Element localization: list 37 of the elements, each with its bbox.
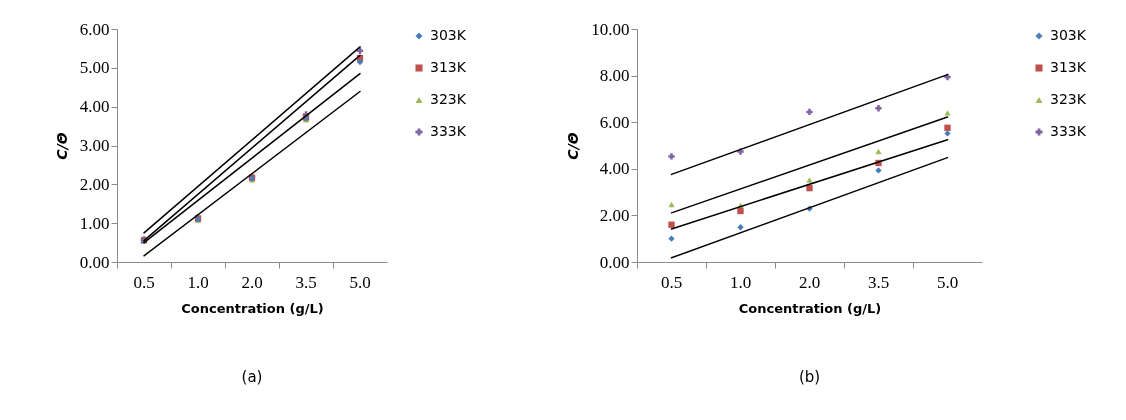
x-tick-label: 1.0 bbox=[729, 272, 752, 292]
y-tick-label: 5.00 bbox=[79, 58, 110, 78]
x-axis-title: Concentration (g/L) bbox=[738, 300, 882, 316]
y-tick-label: 4.00 bbox=[599, 159, 630, 179]
y-tick-label: 3.00 bbox=[79, 136, 110, 155]
y-tick-label: 4.00 bbox=[79, 97, 110, 117]
legend-label: 303K bbox=[430, 27, 467, 43]
x-tick-label: 1.0 bbox=[187, 272, 209, 292]
y-tick-label: 6.00 bbox=[79, 19, 110, 39]
y-tick-label: 2.00 bbox=[599, 205, 630, 225]
y-tick-label: 6.00 bbox=[599, 112, 630, 132]
y-tick-label: 0.00 bbox=[599, 252, 630, 272]
legend-label: 303K bbox=[1050, 27, 1087, 43]
text: (b) bbox=[798, 368, 821, 386]
x-tick-label: 0.5 bbox=[133, 272, 155, 292]
x-tick-label: 3.5 bbox=[295, 272, 317, 292]
y-axis-title: C/Θ bbox=[565, 132, 582, 160]
legend-label: 323K bbox=[430, 91, 467, 107]
legend-label: 333K bbox=[1050, 123, 1087, 139]
x-axis-title: Concentration (g/L) bbox=[181, 300, 324, 316]
legend-label: 323K bbox=[1050, 91, 1087, 107]
text: (a) bbox=[241, 368, 263, 386]
x-tick-label: 2.0 bbox=[241, 272, 263, 292]
legend-label: 313K bbox=[430, 59, 467, 75]
legend-label: 333K bbox=[430, 123, 467, 139]
y-axis-title: C/Θ bbox=[53, 132, 70, 160]
x-tick-label: 0.5 bbox=[660, 272, 683, 292]
x-tick-label: 3.5 bbox=[867, 272, 890, 292]
y-tick-label: 2.00 bbox=[79, 174, 110, 194]
x-tick-label: 2.0 bbox=[798, 272, 821, 292]
x-tick-label: 5.0 bbox=[349, 272, 371, 292]
x-tick-label: 5.0 bbox=[936, 272, 959, 292]
legend-label: 313K bbox=[1050, 59, 1087, 75]
y-tick-label: 10.00 bbox=[591, 19, 630, 39]
y-tick-label: 1.00 bbox=[79, 213, 110, 233]
y-tick-label: 8.00 bbox=[599, 66, 630, 86]
y-tick-label: 0.00 bbox=[79, 252, 110, 272]
